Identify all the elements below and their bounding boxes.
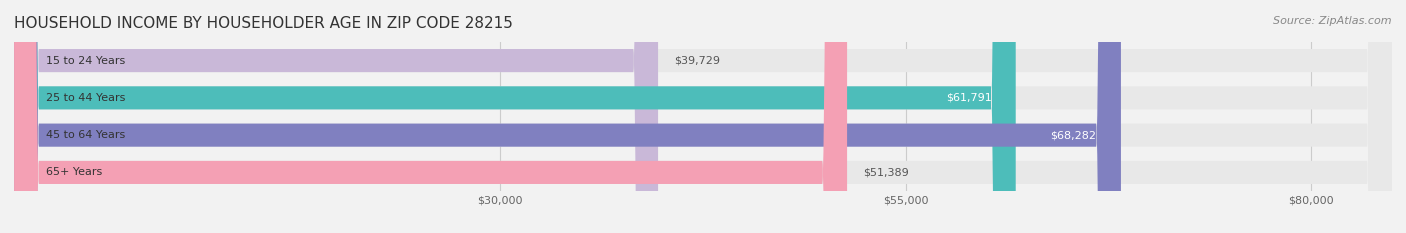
FancyBboxPatch shape [14,0,1392,233]
FancyBboxPatch shape [14,0,1015,233]
FancyBboxPatch shape [14,0,846,233]
Text: 65+ Years: 65+ Years [46,168,103,177]
Text: HOUSEHOLD INCOME BY HOUSEHOLDER AGE IN ZIP CODE 28215: HOUSEHOLD INCOME BY HOUSEHOLDER AGE IN Z… [14,16,513,31]
FancyBboxPatch shape [14,0,1392,233]
Text: 45 to 64 Years: 45 to 64 Years [46,130,125,140]
FancyBboxPatch shape [14,0,1121,233]
Text: Source: ZipAtlas.com: Source: ZipAtlas.com [1274,16,1392,26]
Text: 15 to 24 Years: 15 to 24 Years [46,56,125,65]
FancyBboxPatch shape [14,0,1392,233]
Text: $61,791: $61,791 [946,93,991,103]
FancyBboxPatch shape [14,0,1392,233]
FancyBboxPatch shape [14,0,658,233]
Text: $68,282: $68,282 [1050,130,1097,140]
Text: 25 to 44 Years: 25 to 44 Years [46,93,127,103]
Text: $39,729: $39,729 [675,56,720,65]
Text: $51,389: $51,389 [863,168,910,177]
